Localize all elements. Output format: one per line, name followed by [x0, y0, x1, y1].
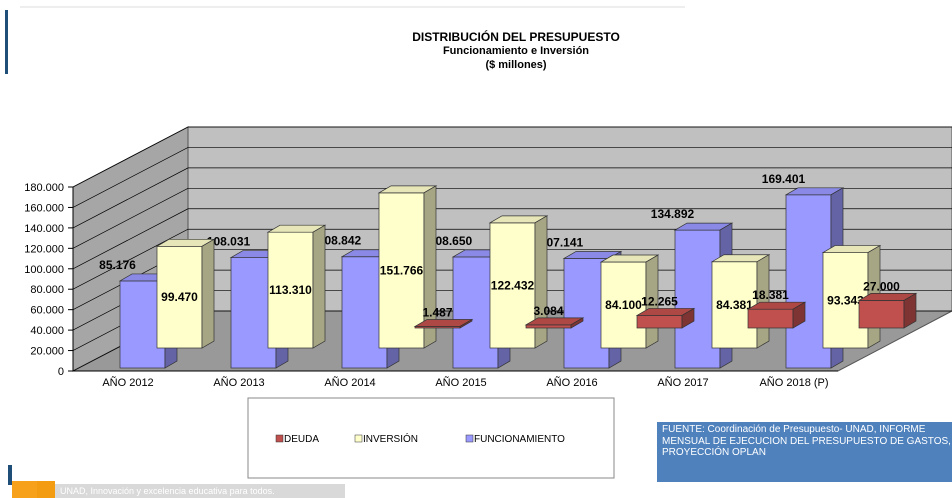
- bar-front: [600, 261, 647, 349]
- legend-swatch: [354, 434, 363, 443]
- x-tick-label: AÑO 2017: [657, 376, 708, 389]
- bar: [746, 301, 807, 329]
- bar: [524, 317, 585, 329]
- bar: [377, 185, 438, 349]
- decor: [37, 481, 55, 498]
- bar: [266, 224, 327, 349]
- data-label: 108.031: [207, 235, 251, 249]
- y-unit: ($ millones): [485, 59, 546, 71]
- bar-side: [903, 292, 917, 329]
- bar: [635, 307, 696, 329]
- legend-swatch: [465, 434, 474, 443]
- source-text: FUENTE: Coordinación de Presupuesto- UNA…: [662, 424, 951, 458]
- bar-front: [525, 324, 572, 329]
- bar-front: [378, 192, 425, 349]
- x-tick-label: AÑO 2012: [102, 376, 153, 389]
- chart-title: DISTRIBUCIÓN DEL PRESUPUESTO: [412, 29, 620, 44]
- data-label: 108.842: [318, 234, 362, 248]
- data-label: 18.381: [752, 288, 789, 302]
- source-box: [657, 422, 952, 482]
- grid-line: [72, 167, 952, 229]
- bar: [857, 292, 918, 329]
- chart-subtitle: Funcionamiento e Inversión: [443, 45, 589, 57]
- x-tick-label: AÑO 2016: [546, 376, 597, 389]
- decor: [12, 481, 37, 498]
- bar-side: [570, 317, 584, 329]
- y-tick-label: 120.000: [24, 243, 64, 255]
- y-tick-label: 180.000: [24, 182, 64, 194]
- bar-side: [681, 307, 695, 329]
- data-label: 122.432: [491, 278, 535, 292]
- grid-line: [72, 208, 952, 270]
- y-tick-label: 140.000: [24, 223, 64, 235]
- decor: [8, 465, 12, 485]
- legend-label: INVERSIÓN: [363, 432, 418, 445]
- data-label: 12.265: [641, 294, 678, 308]
- decor: [5, 10, 8, 74]
- bar: [155, 238, 216, 349]
- bar-side: [201, 238, 215, 349]
- data-label: 84.381: [716, 298, 753, 312]
- data-label: 3.084: [533, 304, 563, 318]
- legend-label: FUNCIONAMIENTO: [474, 434, 565, 445]
- x-tick-label: AÑO 2013: [213, 376, 264, 389]
- bar-side: [534, 215, 548, 349]
- footer-text: UNAD, Innovación y excelencia educativa …: [60, 486, 275, 496]
- data-label: 151.766: [380, 263, 424, 277]
- grid-line: [72, 147, 952, 208]
- bar-front: [636, 315, 683, 329]
- x-tick-label: AÑO 2018 (P): [759, 376, 828, 389]
- data-label: 85.176: [99, 258, 136, 272]
- data-label: 27.000: [863, 279, 900, 293]
- footer-bar: [55, 484, 345, 498]
- data-label: 93.343: [827, 293, 864, 307]
- y-tick-label: 160.000: [24, 202, 64, 214]
- bar-side: [312, 224, 326, 349]
- bar-front: [711, 261, 758, 349]
- bar-side: [423, 185, 437, 349]
- data-label: 108.650: [429, 234, 473, 248]
- data-label: 107.141: [540, 235, 584, 249]
- grid-line: [72, 187, 952, 249]
- data-label: 169.401: [762, 172, 806, 186]
- x-tick-label: AÑO 2015: [435, 376, 486, 389]
- bar: [413, 318, 474, 329]
- y-tick-label: 20.000: [30, 346, 64, 358]
- x-tick-label: AÑO 2014: [324, 376, 375, 389]
- bar: [710, 254, 771, 349]
- data-label: 113.310: [269, 283, 312, 297]
- bar-side: [792, 301, 806, 329]
- data-label: 99.470: [161, 290, 198, 304]
- data-label: 134.892: [651, 207, 695, 221]
- data-label: 1.487: [422, 305, 452, 319]
- legend-swatch: [275, 434, 284, 443]
- y-tick-label: 100.000: [24, 264, 64, 276]
- bar-side: [459, 318, 473, 329]
- legend-box: [247, 397, 615, 479]
- bar-front: [747, 308, 794, 329]
- grid-line: [72, 126, 952, 188]
- y-tick-label: 0: [58, 366, 64, 378]
- data-label: 84.100: [605, 298, 642, 312]
- y-tick-label: 60.000: [30, 305, 64, 317]
- y-tick-label: 40.000: [30, 325, 64, 337]
- bar-front: [858, 300, 905, 329]
- legend-label: DEUDA: [284, 434, 319, 445]
- y-tick-label: 80.000: [30, 284, 64, 296]
